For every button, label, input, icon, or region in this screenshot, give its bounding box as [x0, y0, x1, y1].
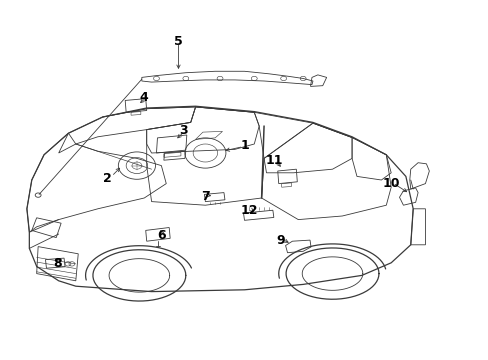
Text: 4: 4	[140, 91, 148, 104]
Text: 10: 10	[382, 177, 399, 190]
Text: 8: 8	[53, 257, 62, 270]
Text: 3: 3	[179, 124, 187, 137]
Text: 5: 5	[174, 35, 183, 48]
Text: 6: 6	[157, 229, 165, 242]
Text: 1: 1	[240, 139, 248, 152]
Text: 7: 7	[201, 190, 209, 203]
Text: 2: 2	[103, 172, 112, 185]
Text: 11: 11	[264, 154, 282, 167]
Text: 9: 9	[276, 234, 285, 247]
Text: 12: 12	[240, 204, 258, 217]
